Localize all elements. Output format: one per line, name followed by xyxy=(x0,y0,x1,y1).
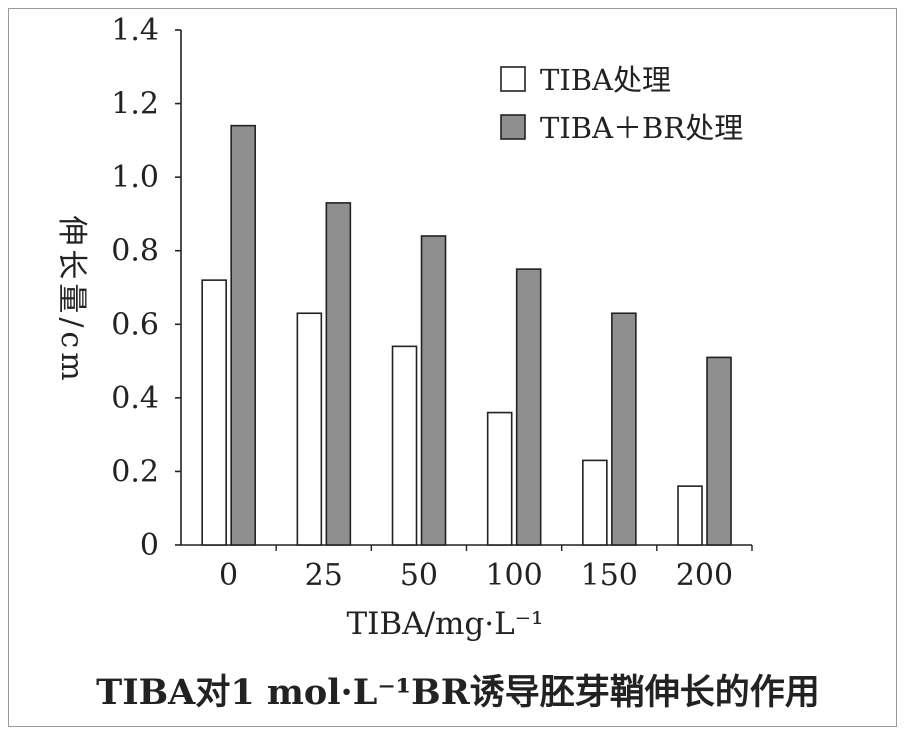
legend: TIBA处理 TIBA＋BR处理 xyxy=(500,63,743,145)
bar-tiba-150 xyxy=(582,459,608,546)
bar-tiba-200 xyxy=(677,485,703,546)
x-tick-label: 100 xyxy=(485,558,542,593)
x-tick-labels: 0 25 50 100 150 200 xyxy=(219,558,733,593)
axes xyxy=(175,29,753,551)
y-tick-label: 0.8 xyxy=(111,234,159,269)
bar-tiba-br-25 xyxy=(325,202,352,546)
y-axis-label: 伸长量/cm xyxy=(54,215,89,384)
y-tick-label: 1.2 xyxy=(111,87,159,122)
legend-swatch-tiba xyxy=(500,66,526,92)
bar-tiba-100 xyxy=(486,411,513,546)
bar-tiba-br-200 xyxy=(706,356,732,546)
x-axis-label: TIBA/mg·L⁻¹ xyxy=(346,606,543,642)
x-tick-label: 50 xyxy=(400,558,438,593)
legend-label-tiba: TIBA处理 xyxy=(540,63,671,97)
bars xyxy=(201,124,732,546)
bar-tiba-25 xyxy=(296,312,323,546)
bar-tiba-0 xyxy=(201,279,227,546)
y-tick-label: 0.6 xyxy=(111,307,159,342)
y-tick-label: 0 xyxy=(140,528,159,563)
y-tick-label: 0.4 xyxy=(111,381,159,416)
y-tick-label: 0.2 xyxy=(111,454,159,489)
bar-tiba-br-0 xyxy=(230,124,256,546)
bar-tiba-br-50 xyxy=(420,235,447,546)
x-tick-label: 150 xyxy=(581,558,638,593)
legend-swatch-tiba-br xyxy=(500,114,526,140)
bar-tiba-50 xyxy=(391,345,418,546)
y-axis-label-text: 伸长量/cm xyxy=(54,215,89,384)
x-tick-label: 0 xyxy=(219,558,238,593)
chart-title: TIBA对1 mol·L⁻¹BR诱导胚芽鞘伸长的作用 xyxy=(96,672,820,713)
legend-label-tiba-br: TIBA＋BR处理 xyxy=(540,111,743,145)
bar-tiba-br-150 xyxy=(611,312,637,546)
x-tick-label: 200 xyxy=(676,558,733,593)
x-tick-label: 25 xyxy=(305,558,343,593)
bar-tiba-br-100 xyxy=(515,268,542,546)
y-tick-label: 1.0 xyxy=(111,160,159,195)
y-tick-labels: 0 0.2 0.4 0.6 0.8 1.0 1.2 1.4 xyxy=(111,13,159,563)
y-tick-label: 1.4 xyxy=(111,13,159,48)
chart-frame xyxy=(8,8,897,727)
